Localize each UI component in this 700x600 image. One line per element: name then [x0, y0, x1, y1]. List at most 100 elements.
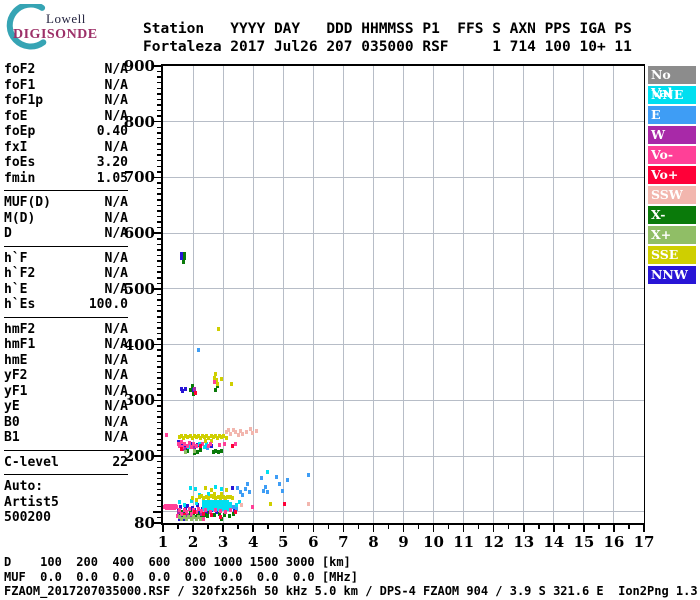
x-axis-label: 10 [423, 533, 444, 551]
param-label: hmF1 [4, 337, 36, 352]
param-row: foEs 3.20 [4, 155, 128, 171]
y-axis-tick [157, 277, 161, 279]
echo-point-nnw [177, 439, 181, 444]
echo-point-ssw [238, 429, 242, 434]
param-value: N/A [104, 321, 128, 337]
panel-divider [4, 245, 128, 247]
y-axis-tick [157, 293, 161, 296]
y-axis-tick [157, 405, 161, 407]
param-label: D [4, 226, 12, 241]
y-axis-label: 300 [123, 391, 155, 410]
y-axis-tick [153, 343, 161, 346]
echo-point-sse [180, 434, 184, 439]
echo-point-x- [185, 448, 189, 453]
legend-item-nne: NNE [648, 86, 696, 104]
echo-point-e [245, 481, 249, 486]
echo-point-sse [215, 381, 219, 386]
echo-point-vo- [197, 507, 201, 512]
y-axis-tick [153, 522, 161, 524]
echo-point-nnw [230, 485, 234, 490]
echo-point-x- [190, 383, 194, 388]
echo-point-nne [202, 500, 206, 505]
param-label: yF2 [4, 368, 28, 383]
legend-item-sse: SSE [648, 246, 696, 264]
y-axis-tick [157, 472, 161, 474]
echo-point-sse [228, 495, 232, 500]
echo-point-w [177, 510, 181, 515]
x-axis-label: 16 [603, 533, 625, 551]
echo-point-nne [193, 487, 197, 491]
echo-point-vo- [187, 507, 191, 512]
echo-point-e [235, 507, 239, 512]
gridline-horizontal [163, 455, 644, 457]
echo-point-nne [221, 503, 225, 508]
echo-point-x+ [177, 515, 181, 520]
param-label: h`F2 [4, 266, 36, 281]
parameter-panel: foF2 N/A foF1 N/A foF1p N/A foE N/A foEp 0.40 fxI N… [4, 62, 128, 526]
y-axis-tick [157, 226, 161, 229]
param-label: yE [4, 399, 20, 414]
x-axis-label: 8 [368, 533, 379, 551]
y-axis-tick [157, 265, 161, 268]
echo-point-vo- [218, 509, 222, 514]
x-axis-tick [643, 525, 645, 532]
logo-digisonde-text: DIGISONDE [13, 27, 98, 42]
y-axis-tick [157, 204, 161, 207]
echo-point-ssw [231, 427, 235, 432]
station-header: Station YYYY DAY DDD HHMMSS P1 FFS S AXN… [143, 20, 632, 56]
y-axis-tick [157, 249, 161, 251]
echo-point-e [280, 489, 284, 494]
x-axis-tick [372, 525, 375, 532]
echo-point-sse [190, 435, 194, 440]
echo-point-vo- [194, 510, 198, 515]
x-axis-tick [613, 525, 615, 532]
echo-point-x- [193, 514, 197, 519]
y-axis-tick [153, 288, 161, 290]
param-label: yF1 [4, 383, 28, 399]
echo-point-sse [209, 433, 213, 438]
echo-point-sse [194, 435, 198, 440]
gridline-vertical [463, 66, 465, 523]
param-label: fmin [4, 170, 36, 186]
echo-point-vo- [183, 441, 187, 446]
x-axis-label: 15 [573, 533, 595, 551]
gridline-vertical [372, 66, 374, 523]
echo-point-e [285, 477, 289, 482]
echo-point-nnw [181, 388, 185, 393]
param-row: 500200 [4, 510, 128, 526]
param-row: M(D) N/A [4, 211, 128, 227]
x-axis-label: 2 [187, 533, 199, 551]
echo-point-sse [220, 435, 224, 440]
x-axis-tick [492, 525, 495, 532]
echo-point-sse [205, 434, 209, 439]
echo-point-vo+ [234, 510, 238, 515]
echo-point-vo- [223, 441, 227, 446]
echo-point-nne [202, 444, 206, 449]
echo-point-nnw [184, 445, 188, 450]
echo-point-sse [224, 495, 228, 500]
echo-point-x- [214, 448, 218, 453]
gridline-vertical [403, 66, 404, 523]
echo-point-ssw [254, 429, 258, 434]
legend-item-x-: X- [648, 206, 696, 224]
y-axis-tick [157, 210, 161, 212]
param-label: foEs [4, 155, 36, 170]
echo-point-x- [196, 511, 200, 516]
param-value: 3.20 [96, 155, 128, 170]
param-value: N/A [104, 414, 128, 430]
echo-point-sse [212, 375, 216, 380]
param-value: N/A [104, 399, 128, 414]
y-axis-label: 600 [123, 224, 155, 243]
y-axis-tick [157, 126, 161, 129]
ionogram-plot: 900 800 700 600 500 400 300 200 80 1 2 3 4 5 6 7 8 9 10 11 1… [124, 58, 655, 550]
param-value: 22 [112, 454, 128, 470]
x-axis-tick [538, 525, 540, 529]
y-axis-tick [157, 449, 161, 452]
echo-point-e [247, 489, 251, 494]
legend-item-ssw: SSW [648, 186, 696, 204]
y-axis-tick [157, 332, 161, 335]
param-label: M(D) [4, 210, 36, 226]
echo-point-nne [238, 499, 242, 504]
y-axis-tick [157, 494, 161, 496]
x-axis-tick [628, 525, 630, 529]
